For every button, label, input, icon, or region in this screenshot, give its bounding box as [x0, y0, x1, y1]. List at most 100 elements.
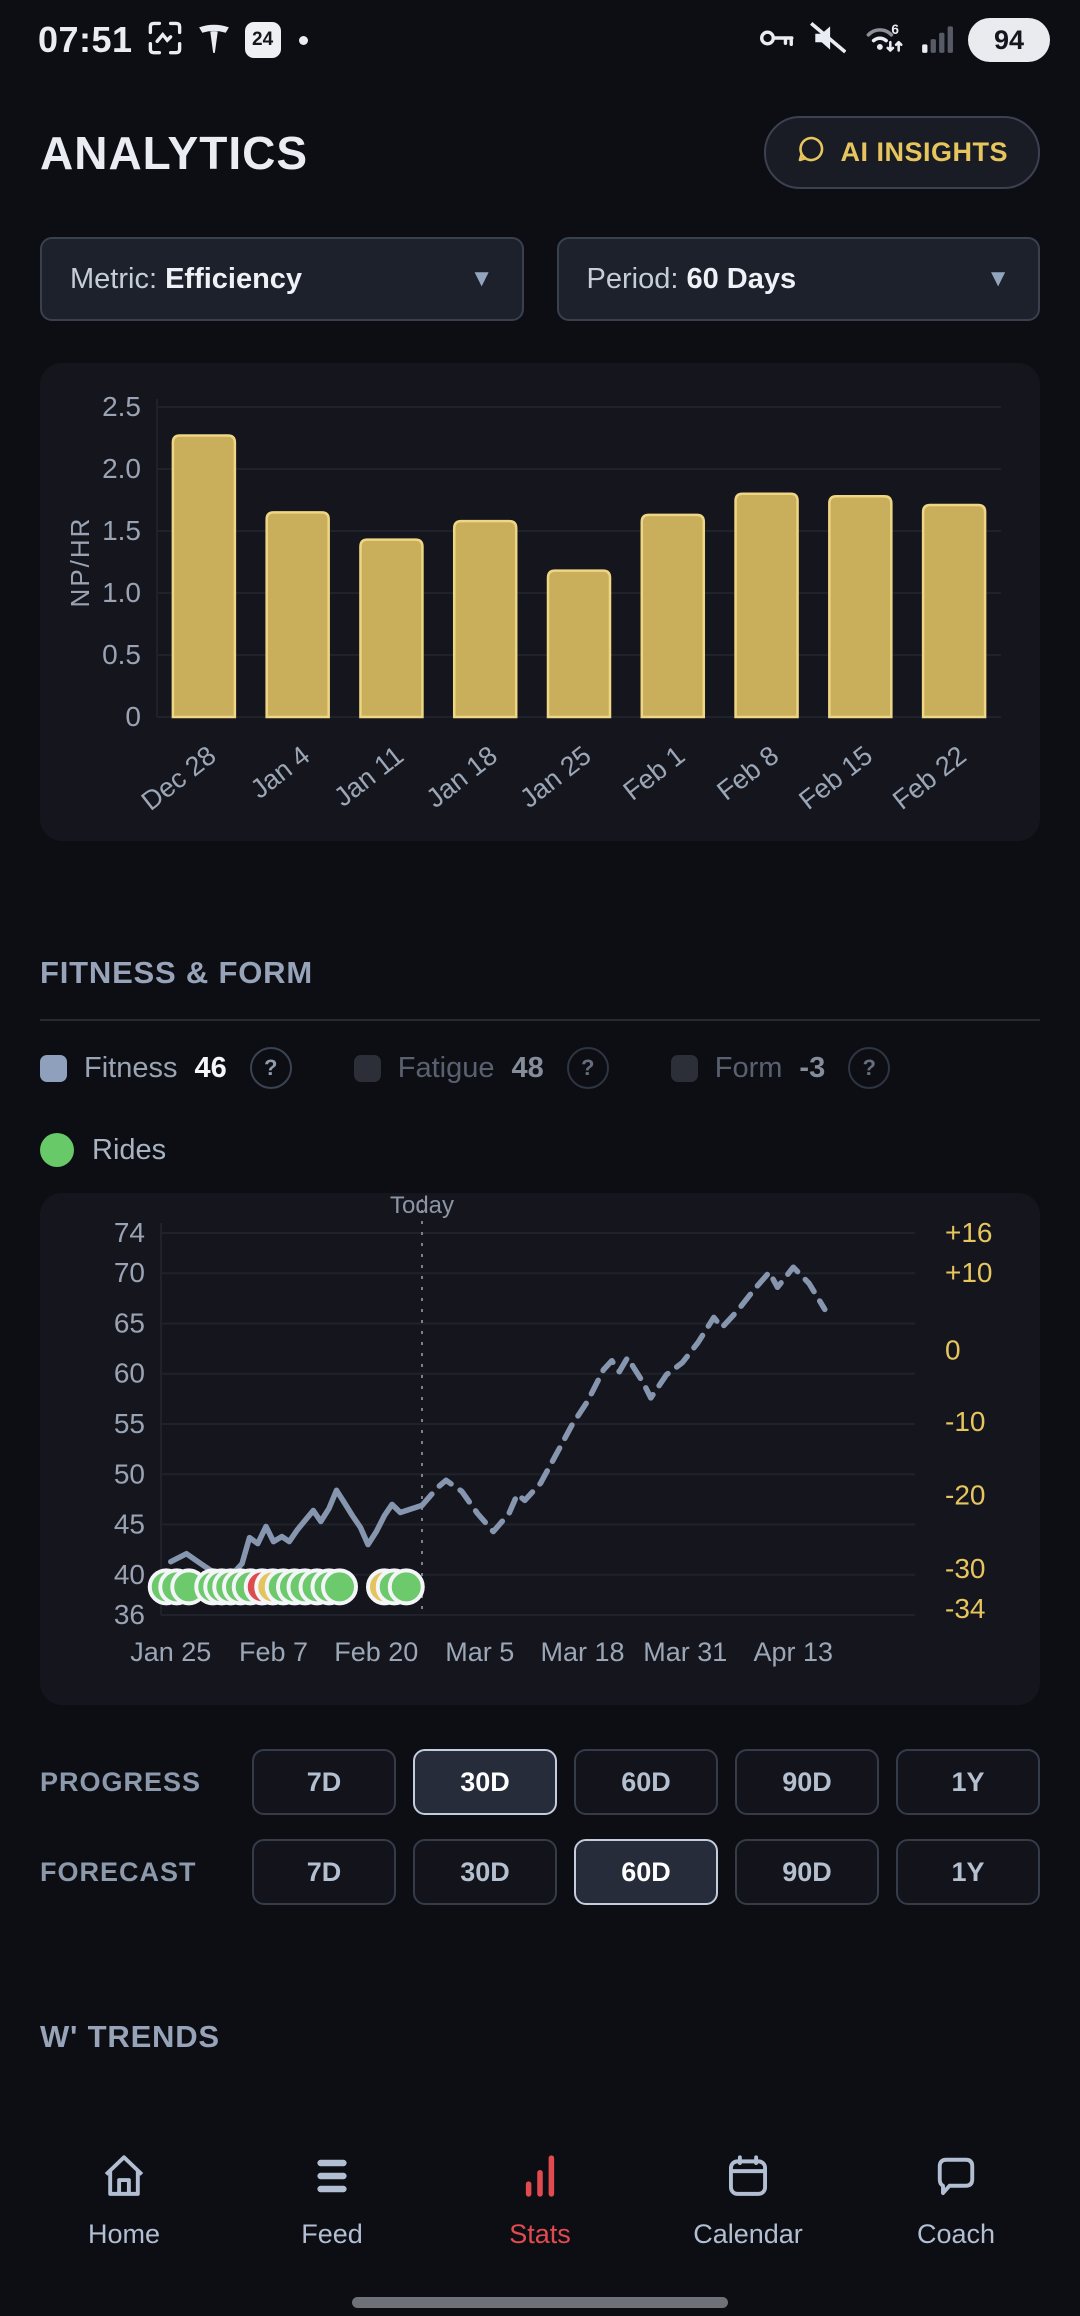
nav-item-stats[interactable]: Stats: [460, 2150, 620, 2250]
progress-30d-button[interactable]: 30D: [413, 1749, 557, 1815]
svg-text:Feb 8: Feb 8: [711, 740, 784, 806]
status-bar: 07:51 24: [0, 0, 1080, 74]
progress-label: PROGRESS: [40, 1766, 202, 1797]
fatigue-help-icon[interactable]: ?: [566, 1047, 609, 1089]
feed-icon: [306, 2150, 358, 2207]
svg-text:Jan 4: Jan 4: [245, 740, 316, 804]
nav-item-feed[interactable]: Feed: [252, 2150, 412, 2250]
svg-text:Today: Today: [390, 1193, 454, 1219]
progress-range-row: PROGRESS 7D 30D 60D 90D 1Y: [40, 1749, 1040, 1815]
forecast-1y-button[interactable]: 1Y: [896, 1839, 1040, 1905]
legend-toggle-fatigue[interactable]: Fatigue 48 ?: [353, 1047, 609, 1089]
forecast-range-row: FORECAST 7D 30D 60D 90D 1Y: [40, 1839, 1040, 1905]
calendar-icon: [722, 2150, 774, 2207]
nav-item-home[interactable]: Home: [44, 2150, 204, 2250]
svg-text:36: 36: [114, 1599, 145, 1630]
screenshot-icon: [147, 20, 183, 61]
metric-label: Metric:: [70, 262, 157, 295]
svg-text:Jan 11: Jan 11: [328, 740, 409, 812]
svg-text:2.5: 2.5: [102, 391, 141, 422]
svg-text:6: 6: [891, 21, 899, 36]
metric-value: Efficiency: [165, 262, 303, 295]
form-help-icon[interactable]: ?: [848, 1047, 891, 1089]
period-value: 60 Days: [686, 262, 797, 295]
ai-insights-button[interactable]: AI INSIGHTS: [764, 116, 1040, 189]
legend-toggle-form[interactable]: Form -3 ?: [670, 1047, 891, 1089]
fitness-legend: Fitness 46 ? Fatigue 48 ? Form -3 ?: [40, 1047, 1040, 1089]
calendar-24-chip: 24: [244, 22, 281, 58]
tesla-icon: [197, 21, 231, 60]
notification-dot: [298, 35, 308, 45]
progress-7d-button[interactable]: 7D: [252, 1749, 396, 1815]
chevron-down-icon: ▼: [469, 265, 494, 292]
chat-bubble-icon: [796, 134, 826, 171]
svg-text:-10: -10: [945, 1406, 985, 1437]
forecast-60d-button[interactable]: 60D: [574, 1839, 718, 1905]
svg-text:Feb 15: Feb 15: [793, 740, 878, 815]
forecast-7d-button[interactable]: 7D: [252, 1839, 396, 1905]
key-icon: [758, 21, 796, 60]
clock: 07:51: [38, 19, 133, 60]
svg-text:Jan 25: Jan 25: [130, 1637, 211, 1667]
progress-1y-button[interactable]: 1Y: [896, 1749, 1040, 1815]
svg-text:Dec 28: Dec 28: [136, 740, 222, 816]
svg-text:-34: -34: [945, 1593, 985, 1624]
svg-text:Mar 31: Mar 31: [643, 1637, 727, 1667]
signal-icon: [920, 21, 954, 60]
rides-legend[interactable]: Rides: [40, 1133, 1040, 1167]
svg-text:Feb 7: Feb 7: [239, 1637, 308, 1667]
svg-text:74: 74: [114, 1217, 145, 1248]
chevron-down-icon: ▼: [986, 265, 1010, 292]
svg-text:Feb 20: Feb 20: [334, 1637, 418, 1667]
nav-item-calendar[interactable]: Calendar: [668, 2150, 828, 2250]
rides-dot-icon: [40, 1133, 74, 1167]
svg-text:60: 60: [114, 1358, 145, 1389]
bottom-navigation: Home Feed Stats Calendar: [0, 2140, 1080, 2316]
svg-text:-30: -30: [945, 1553, 985, 1584]
svg-text:55: 55: [114, 1408, 145, 1439]
battery-indicator: 94: [968, 18, 1050, 62]
home-icon: [98, 2150, 150, 2207]
fitness-help-icon[interactable]: ?: [249, 1047, 292, 1089]
progress-90d-button[interactable]: 90D: [735, 1749, 879, 1815]
svg-text:50: 50: [114, 1458, 145, 1489]
fatigue-swatch: [353, 1054, 381, 1082]
gesture-handle[interactable]: [352, 2297, 728, 2308]
svg-text:NP/HR: NP/HR: [65, 517, 95, 608]
svg-text:40: 40: [114, 1559, 145, 1590]
forecast-90d-button[interactable]: 90D: [735, 1839, 879, 1905]
svg-text:45: 45: [114, 1509, 145, 1540]
svg-text:0.5: 0.5: [102, 639, 141, 670]
period-dropdown[interactable]: Period: 60 Days ▼: [556, 237, 1040, 321]
svg-text:0: 0: [125, 701, 141, 732]
svg-text:2.0: 2.0: [102, 453, 141, 484]
period-label: Period:: [586, 262, 679, 295]
svg-text:65: 65: [114, 1307, 145, 1338]
svg-text:Jan 25: Jan 25: [514, 740, 596, 814]
section-title-fitness-form: FITNESS & FORM: [40, 955, 313, 990]
form-swatch: [670, 1054, 698, 1082]
progress-60d-button[interactable]: 60D: [574, 1749, 718, 1815]
svg-text:+16: +16: [945, 1217, 993, 1248]
svg-text:Apr 13: Apr 13: [753, 1637, 833, 1667]
fitness-swatch: [40, 1054, 67, 1082]
metric-dropdown[interactable]: Metric: Efficiency ▼: [40, 237, 524, 321]
legend-toggle-fitness[interactable]: Fitness 46 ?: [40, 1047, 292, 1089]
svg-text:Jan 18: Jan 18: [421, 740, 503, 814]
mute-icon: [810, 21, 847, 60]
svg-text:Feb 1: Feb 1: [618, 740, 691, 806]
wifi6-icon: 6: [860, 19, 906, 62]
nav-item-coach[interactable]: Coach: [876, 2150, 1036, 2250]
svg-text:+10: +10: [945, 1257, 993, 1288]
svg-text:Mar 5: Mar 5: [445, 1637, 514, 1667]
svg-text:-20: -20: [945, 1479, 985, 1510]
stats-icon: [514, 2150, 566, 2207]
efficiency-bar-chart: 2.5 2.0 1.5 1.0 0.5 0 NP/HR Dec 28 Jan 4 Jan 11 Ja…: [40, 363, 1040, 841]
section-title-w-trends: W' TRENDS: [40, 2019, 220, 2054]
forecast-label: FORECAST: [40, 1856, 197, 1887]
forecast-30d-button[interactable]: 30D: [413, 1839, 557, 1905]
svg-text:Mar 18: Mar 18: [540, 1637, 624, 1667]
coach-icon: [930, 2150, 982, 2207]
svg-text:1.5: 1.5: [102, 515, 141, 546]
svg-text:Feb 22: Feb 22: [887, 740, 972, 815]
